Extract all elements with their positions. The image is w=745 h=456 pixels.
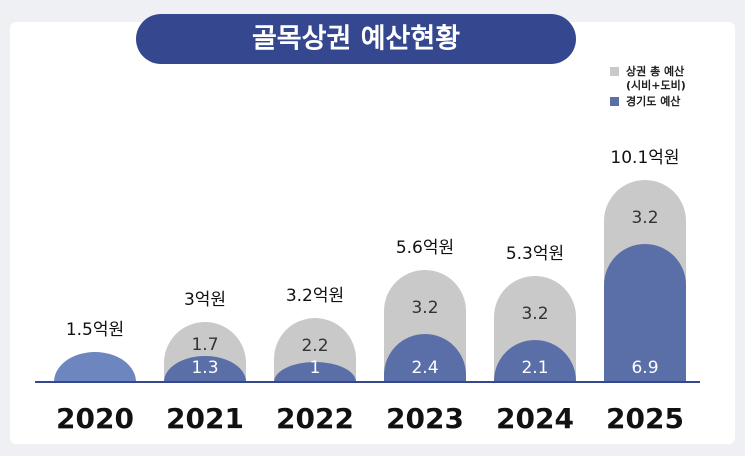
bar-segment <box>384 334 466 382</box>
total-label: 1.5억원 <box>66 320 124 340</box>
legend-label: 경기도 예산 <box>626 94 680 108</box>
bar-segment <box>494 340 576 382</box>
legend: 상권 총 예산 (시비+도비) 경기도 예산 <box>610 64 686 108</box>
total-label: 5.3억원 <box>506 244 564 264</box>
bar-segment <box>274 362 356 382</box>
x-tick-label: 2025 <box>606 402 684 435</box>
legend-swatch <box>610 67 619 76</box>
segment-label: 1 <box>310 358 321 378</box>
segment-label: 1.3 <box>191 358 218 378</box>
segment-label: 2.4 <box>411 358 438 378</box>
total-label: 3.2억원 <box>286 286 344 306</box>
segment-label: 2.1 <box>521 358 548 378</box>
legend-swatch <box>610 97 619 106</box>
segment-label: 1.7 <box>191 335 218 355</box>
legend-line: 상권 총 예산 <box>626 64 684 78</box>
bar-segment <box>164 356 246 382</box>
total-label: 5.6억원 <box>396 238 454 258</box>
x-tick-label: 2020 <box>56 402 134 435</box>
bar-segment <box>604 244 686 382</box>
x-tick-label: 2024 <box>496 402 574 435</box>
segment-label: 3.2 <box>631 208 658 228</box>
chart-title: 골목상권 예산현황 <box>252 24 460 55</box>
x-tick-label: 2021 <box>166 402 244 435</box>
segment-label: 2.2 <box>301 336 328 356</box>
total-label: 3억원 <box>184 290 226 310</box>
segment-label: 6.9 <box>631 358 658 378</box>
segment-label: 3.2 <box>411 298 438 318</box>
x-tick-label: 2022 <box>276 402 354 435</box>
legend-line: (시비+도비) <box>626 78 686 92</box>
bar-segment <box>54 352 136 382</box>
total-label: 10.1억원 <box>610 148 679 168</box>
x-tick-label: 2023 <box>386 402 464 435</box>
segment-label: 3.2 <box>521 304 548 324</box>
title-pill <box>136 14 576 64</box>
legend-label: 상권 총 예산 (시비+도비) <box>626 64 686 92</box>
